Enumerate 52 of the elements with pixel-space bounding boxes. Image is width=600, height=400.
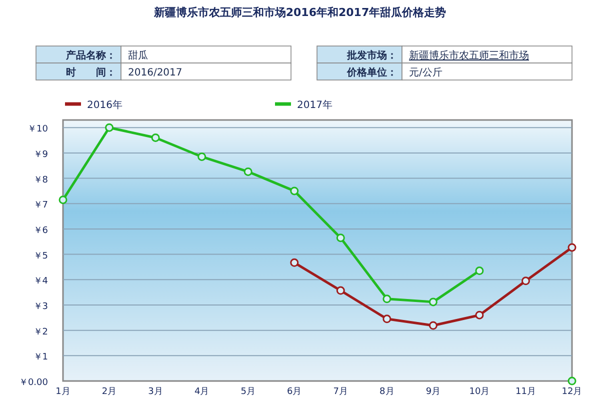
text: 元/公斤 [409, 66, 442, 78]
text: 甜瓜 [128, 50, 148, 62]
text: 时 间： [66, 66, 116, 78]
x-tick-label: 1月 [56, 387, 70, 397]
x-tick-label: 8月 [380, 387, 394, 397]
y-tick-label: ￥6 [33, 226, 48, 236]
point [521, 276, 530, 286]
point [58, 196, 68, 204]
x-tick-label: 9月 [426, 387, 441, 397]
x-tick-label: 6月 [286, 387, 302, 397]
x-tick-label: 10月 [469, 387, 490, 397]
point [382, 314, 392, 324]
x-tick-label: 3月 [148, 387, 163, 397]
x-tick-label: 5月 [240, 387, 256, 397]
x-tick-label: 4月 [194, 387, 210, 397]
y-tick-label: ￥2 [33, 327, 48, 338]
point [198, 152, 206, 161]
y-tick-label: ￥10 [28, 124, 48, 135]
point [105, 123, 114, 132]
point [475, 266, 484, 276]
point [336, 234, 345, 242]
y-tick-label: ￥0.00 [18, 378, 48, 388]
y-tick-label: ￥1 [33, 352, 48, 363]
point [244, 167, 252, 176]
text: 价格单位： [346, 66, 397, 78]
y-tick-label: ￥4 [33, 276, 48, 287]
x-tick-label: 7月 [333, 387, 348, 397]
y-tick-label: ￥8 [33, 175, 48, 186]
text: 新疆博乐市农五师三和市场 [409, 50, 529, 62]
y-tick-label: ￥7 [33, 200, 48, 211]
x-tick-label: 12月 [562, 387, 582, 397]
text: 2016/2017 [128, 68, 182, 78]
point [151, 133, 160, 142]
point [568, 243, 576, 252]
point [568, 376, 576, 386]
point [382, 294, 392, 304]
point [290, 258, 299, 267]
point [428, 298, 438, 306]
y-tick-label: ￥5 [33, 251, 48, 262]
chart-title: 新疆博乐市农五师三和市场2016年和2017年甜瓜价格走势 [152, 6, 446, 19]
x-tick-label: 11月 [516, 387, 536, 397]
text: 批发市场： [346, 50, 397, 62]
point [475, 310, 484, 320]
legend-label: 2016年 [87, 99, 122, 111]
point [336, 286, 345, 295]
x-tick-label: 2月 [102, 387, 117, 397]
text: 产品名称： [65, 50, 116, 62]
point [428, 321, 438, 330]
point [290, 186, 299, 196]
legend-label: 2017年 [297, 99, 332, 111]
y-tick-label: ￥9 [33, 150, 48, 160]
y-tick-label: ￥3 [33, 302, 48, 312]
